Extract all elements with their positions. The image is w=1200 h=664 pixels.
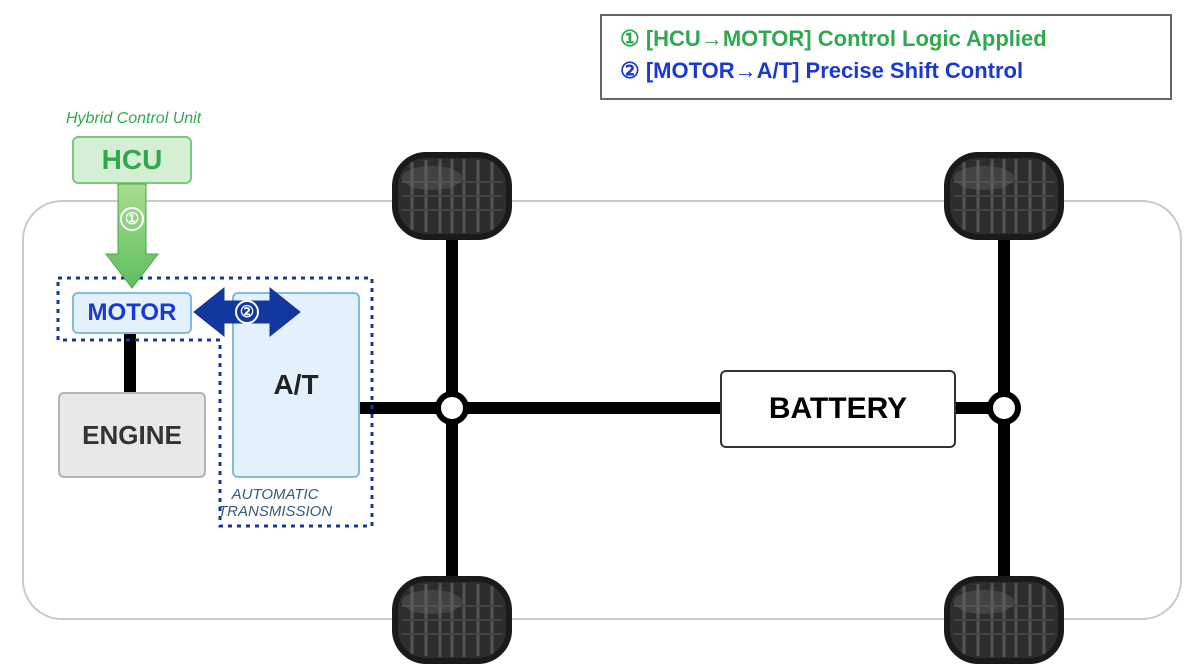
motor-engine-link (124, 328, 136, 400)
hcu-label: HCU (102, 144, 163, 176)
engine-box: ENGINE (58, 392, 206, 478)
hcu-box: HCU (72, 136, 192, 184)
legend-box: ① [HCU→MOTOR] Control Logic Applied ② [M… (600, 14, 1172, 100)
at-caption: AUTOMATIC TRANSMISSION (218, 486, 332, 520)
front-left-tire (392, 152, 512, 240)
step-2-badge: ② (235, 300, 259, 324)
rear-right-tire (944, 576, 1064, 664)
battery-box: BATTERY (720, 370, 956, 448)
step-1-badge: ① (120, 207, 144, 231)
engine-label: ENGINE (82, 420, 182, 451)
at-label: A/T (273, 369, 318, 401)
motor-box: MOTOR (72, 292, 192, 334)
rear-left-tire (944, 152, 1064, 240)
legend-line-2: ② [MOTOR→A/T] Precise Shift Control (620, 58, 1152, 84)
battery-label: BATTERY (769, 392, 907, 426)
motor-label: MOTOR (88, 299, 177, 327)
front-right-tire (392, 576, 512, 664)
front-joint (435, 391, 469, 425)
legend-line-1: ① [HCU→MOTOR] Control Logic Applied (620, 26, 1152, 52)
hcu-caption: Hybrid Control Unit (66, 110, 201, 128)
rear-joint (987, 391, 1021, 425)
